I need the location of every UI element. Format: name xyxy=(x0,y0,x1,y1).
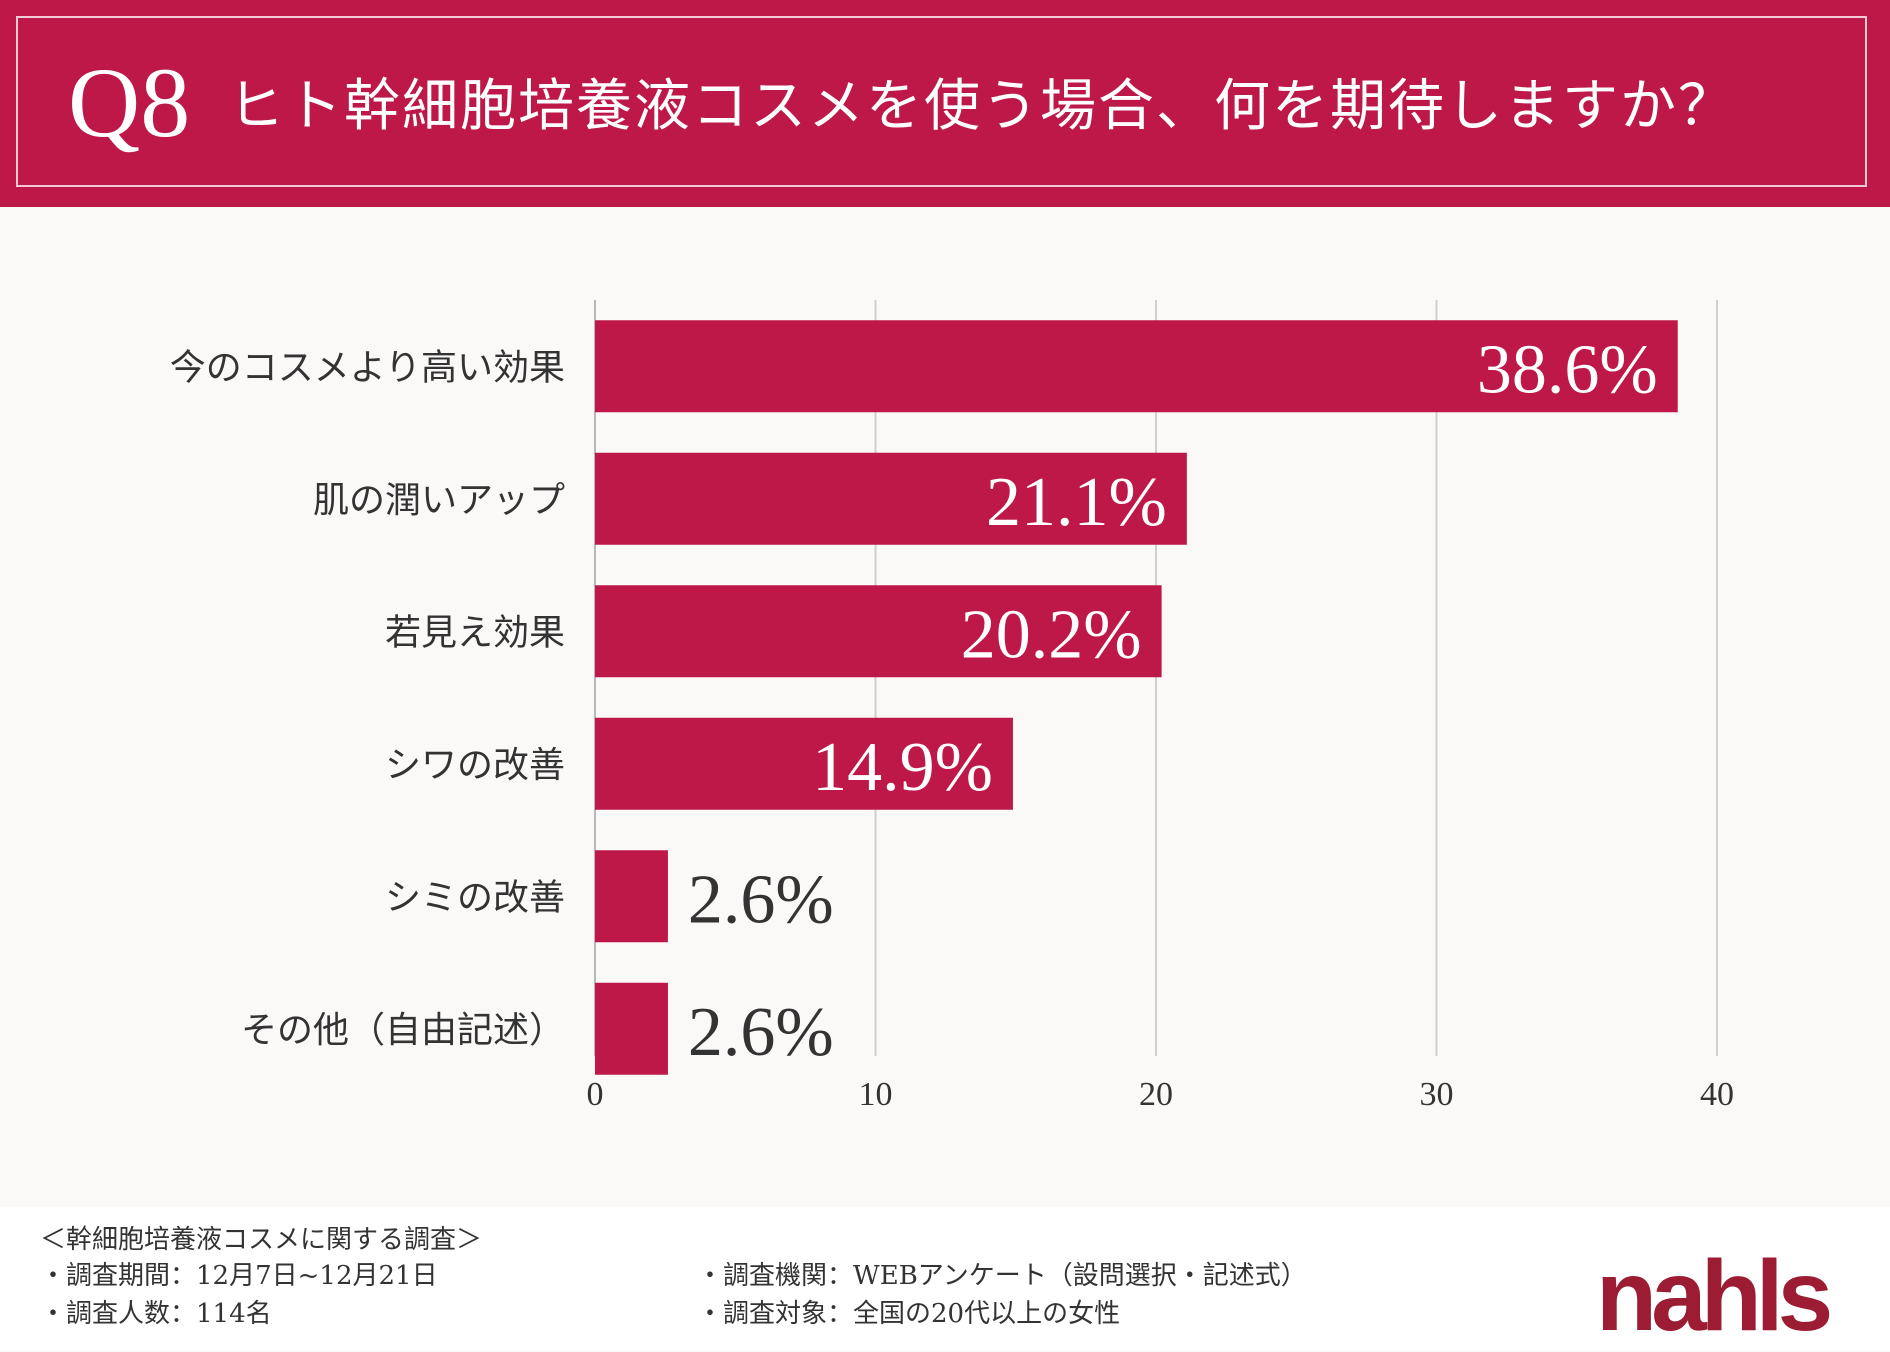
bar xyxy=(595,452,1187,545)
survey-count: ・調査人数：114名 xyxy=(40,1299,272,1329)
survey-footer xyxy=(0,1207,1890,1350)
bar xyxy=(595,585,1162,678)
value-label: 20.2% xyxy=(961,596,1142,673)
bar-chart: 0 10 20 30 40 今のコスメより高い効果 38.6% 肌の潤いアップ 21.1% 若見え… xyxy=(170,300,1734,1113)
bar xyxy=(595,717,1013,810)
value-label: 2.6% xyxy=(688,994,834,1071)
question-text: ヒト幹細胞培養液コスメを使う場合、何を期待しますか？ xyxy=(228,74,1736,139)
survey-title: ＜幹細胞培養液コスメに関する調査＞ xyxy=(40,1225,483,1255)
x-tick-label: 40 xyxy=(1700,1076,1734,1113)
value-label: 14.9% xyxy=(812,729,993,806)
value-label: 21.1% xyxy=(986,464,1167,541)
survey-method: ・調査機関：WEBアンケート（設問選択・記述式） xyxy=(697,1261,1307,1291)
x-tick-label: 30 xyxy=(1420,1076,1454,1113)
category-label: 今のコスメより高い効果 xyxy=(170,347,565,388)
value-label: 38.6% xyxy=(1477,331,1658,408)
category-label: その他（自由記述） xyxy=(241,1010,565,1051)
question-header: Q8 ヒト幹細胞培養液コスメを使う場合、何を期待しますか？ xyxy=(0,0,1890,207)
bar xyxy=(595,850,668,943)
header-frame xyxy=(16,16,1867,187)
x-tick-label: 10 xyxy=(859,1076,893,1113)
survey-target: ・調査対象：全国の20代以上の女性 xyxy=(697,1299,1121,1329)
bar xyxy=(595,982,668,1075)
category-label: シワの改善 xyxy=(385,745,565,786)
category-label: 若見え効果 xyxy=(385,612,565,653)
x-tick-label: 0 xyxy=(587,1076,604,1113)
question-number: Q8 xyxy=(68,47,191,158)
value-label: 2.6% xyxy=(688,861,834,938)
nahls-logo: nahls xyxy=(1596,1240,1833,1352)
survey-period: ・調査期間：12月7日~12月21日 xyxy=(40,1261,438,1291)
category-label: 肌の潤いアップ xyxy=(313,480,565,521)
category-label: シミの改善 xyxy=(385,877,565,918)
bar xyxy=(595,320,1678,413)
x-tick-label: 20 xyxy=(1139,1076,1173,1113)
